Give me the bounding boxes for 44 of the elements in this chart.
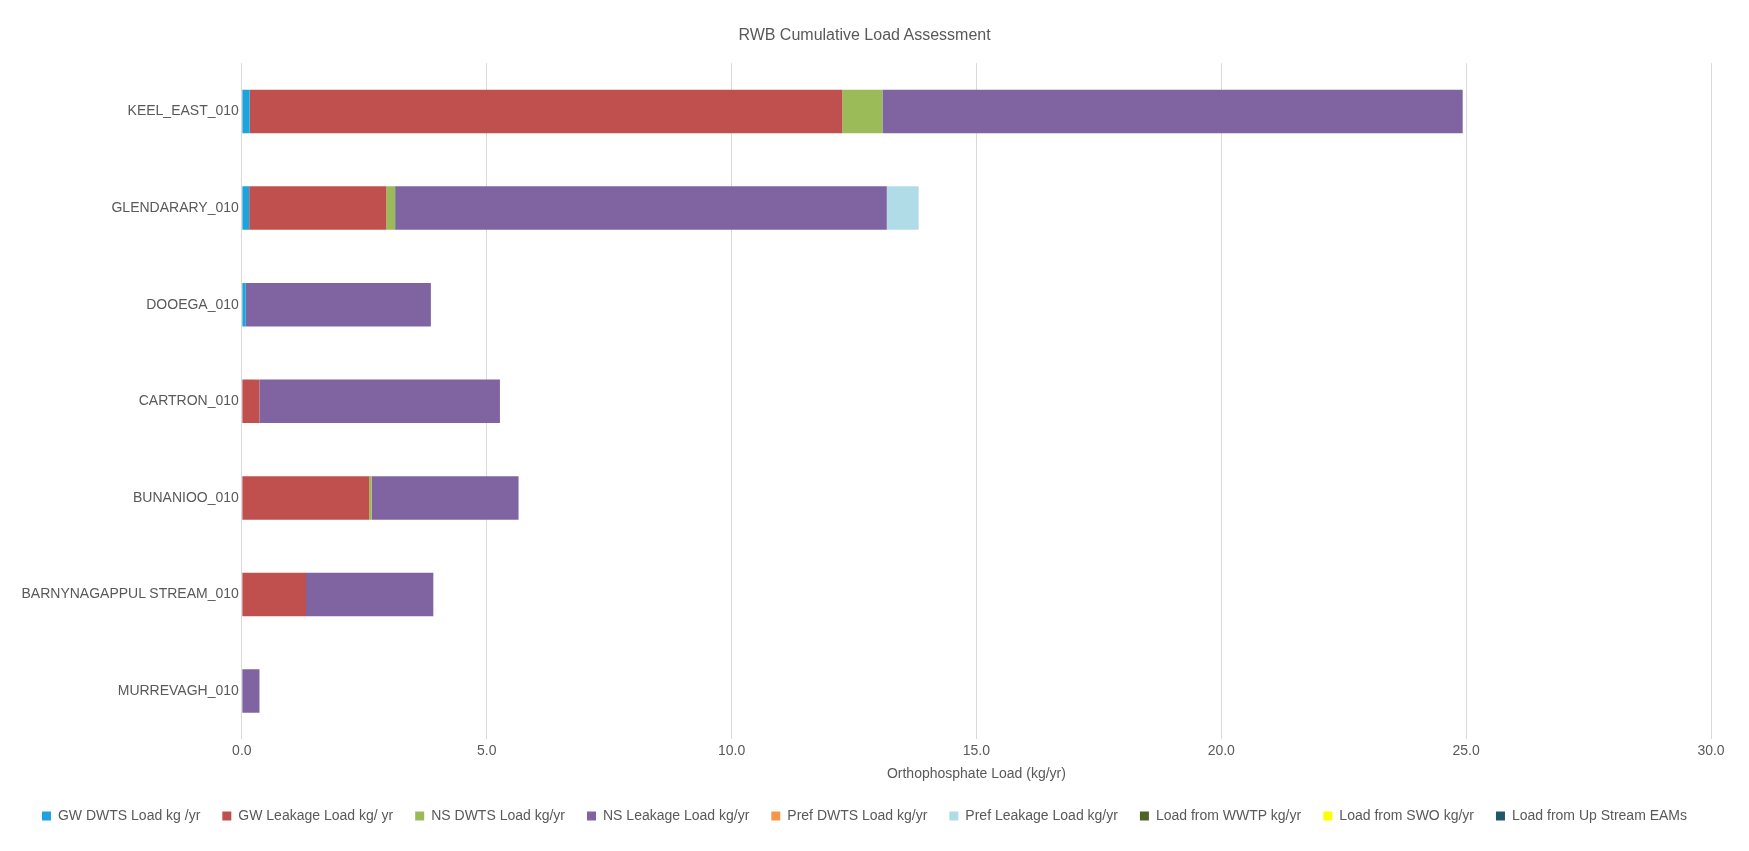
x-tick-label: 15.0 <box>962 741 991 758</box>
bar <box>242 669 260 713</box>
bar <box>245 282 431 327</box>
x-tick-label: 25.0 <box>1452 741 1480 758</box>
x-axis-title: Orthophosphate Load (kg/yr) <box>886 765 1066 782</box>
bar <box>842 89 883 134</box>
legend-label: GW DWTS Load kg /yr <box>57 806 201 823</box>
bar <box>242 282 246 327</box>
y-tick-label: GLENDARARY_010 <box>111 198 240 215</box>
bar <box>306 572 434 617</box>
bar <box>249 89 843 134</box>
bar <box>386 186 396 230</box>
x-tick-label: 10.0 <box>717 741 746 758</box>
x-tick-label: 0.0 <box>232 741 252 758</box>
x-tick-label: 5.0 <box>476 741 497 758</box>
bar <box>369 476 372 520</box>
bar <box>395 186 887 230</box>
chart-title: RWB Cumulative Load Assessment <box>738 26 992 44</box>
legend-label: GW Leakage Load kg/ yr <box>238 806 394 823</box>
x-tick-label: 20.0 <box>1207 741 1236 758</box>
legend-label: Load from SWO kg/yr <box>1339 806 1475 823</box>
y-tick-label: MURREVAGH_010 <box>117 681 240 698</box>
legend-label: NS Leakage Load kg/yr <box>603 806 750 823</box>
x-tick-label: 30.0 <box>1697 741 1725 758</box>
legend-label: NS DWTS Load kg/yr <box>431 806 566 823</box>
legend-label: Load from WWTP kg/yr <box>1155 806 1302 823</box>
bar <box>242 186 250 230</box>
legend-label: Pref DWTS Load kg/yr <box>787 806 928 823</box>
y-tick-label: CARTRON_010 <box>138 392 240 409</box>
legend-label: Load from Up Stream EAMs <box>1511 806 1688 823</box>
bar <box>371 476 519 520</box>
bar <box>249 186 387 230</box>
bar <box>242 379 260 424</box>
bar <box>242 572 307 617</box>
legend-label: Pref Leakage Load kg/yr <box>965 806 1119 823</box>
y-tick-label: BARNYNAGAPPUL STREAM_010 <box>21 585 240 602</box>
bar <box>882 89 1463 134</box>
bar <box>886 186 919 230</box>
y-tick-label: KEEL_EAST_010 <box>127 102 240 119</box>
y-tick-label: DOOEGA_010 <box>146 295 240 312</box>
bar <box>242 476 370 520</box>
bar <box>259 379 500 424</box>
y-tick-label: BUNANIOO_010 <box>133 488 240 505</box>
bar <box>242 89 250 134</box>
